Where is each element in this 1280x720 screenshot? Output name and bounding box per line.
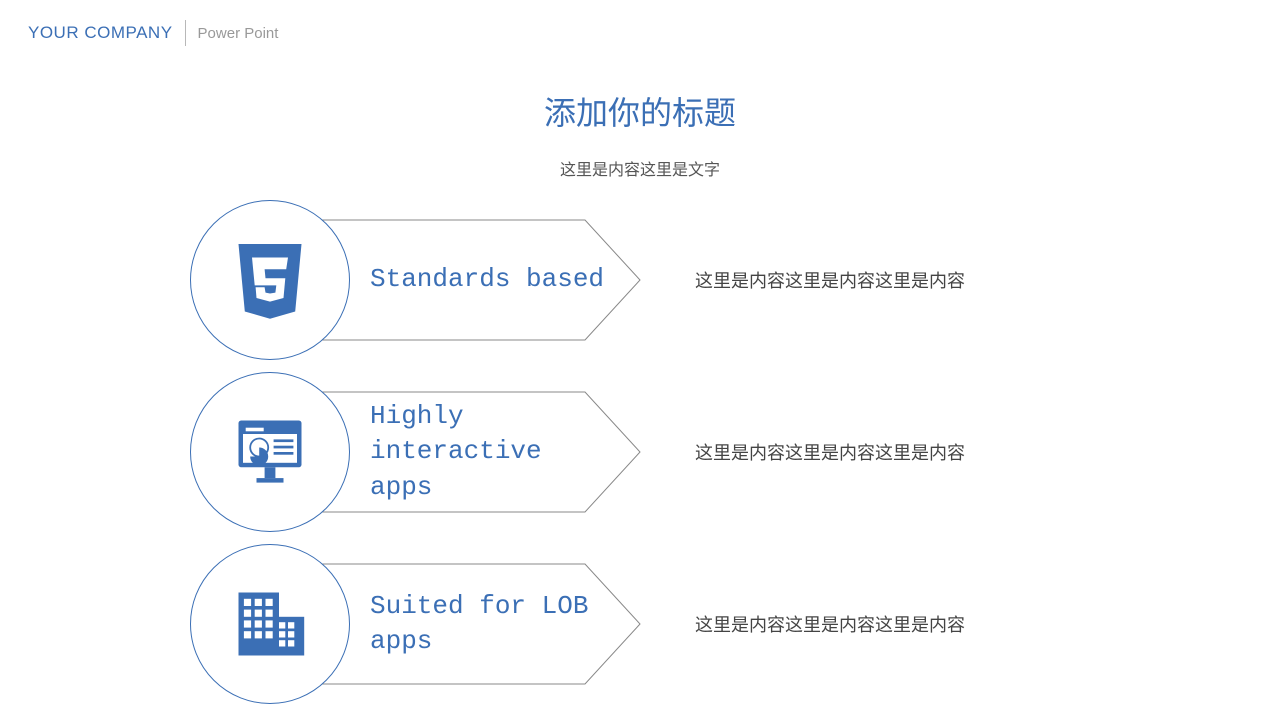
company-name: YOUR COMPANY [28,23,173,43]
page-subtitle: 这里是内容这里是文字 [0,156,1280,180]
item-label: Highly interactive apps [305,399,645,504]
page-title: 添加你的标题 [0,88,1280,134]
item-description: 这里是内容这里是内容这里是内容 [695,267,965,293]
list-item: Highly interactive apps 这里是内容这里是内容这里是内容 [190,372,965,532]
arrow-label: Suited for LOB apps [305,559,645,689]
monitor-icon [225,407,315,497]
item-label: Suited for LOB apps [305,589,645,659]
list-item: Standards based 这里是内容这里是内容这里是内容 [190,200,965,360]
item-description: 这里是内容这里是内容这里是内容 [695,439,965,465]
list-item: Suited for LOB apps 这里是内容这里是内容这里是内容 [190,544,965,704]
item-description: 这里是内容这里是内容这里是内容 [695,611,965,637]
header-bar: YOUR COMPANY Power Point [28,20,278,46]
html5-icon [225,235,315,325]
app-name: Power Point [198,25,279,42]
header-divider [185,20,186,46]
item-label: Standards based [305,262,644,297]
arrow-label: Standards based [305,215,645,345]
icon-circle [190,372,350,532]
arrow-label: Highly interactive apps [305,387,645,517]
title-block: 添加你的标题 这里是内容这里是文字 [0,88,1280,180]
icon-circle [190,544,350,704]
icon-circle [190,200,350,360]
items-list: Standards based 这里是内容这里是内容这里是内容 [190,200,965,716]
buildings-icon [225,579,315,669]
